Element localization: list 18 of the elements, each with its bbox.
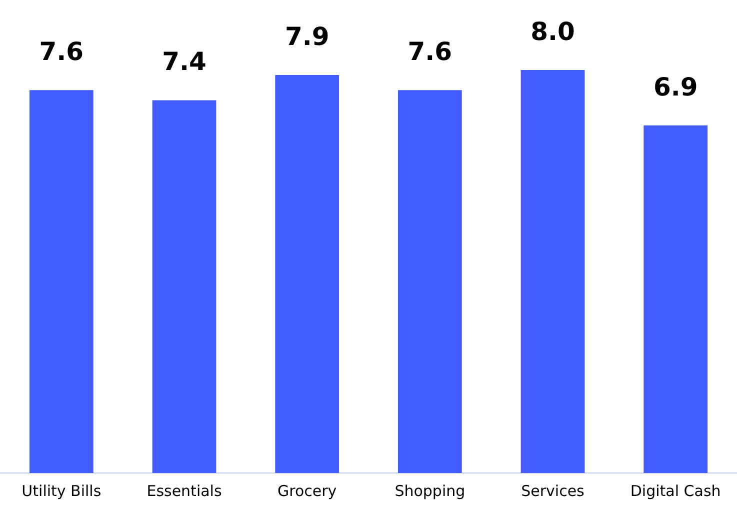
data-label: 7.4 — [162, 47, 206, 76]
bar — [644, 125, 708, 473]
bar — [275, 75, 340, 473]
x-tick-label: Services — [521, 482, 585, 500]
data-label: 7.6 — [39, 37, 84, 66]
data-label: 7.9 — [284, 22, 330, 52]
x-tick-label: Digital Cash — [630, 482, 721, 500]
data-label: 7.6 — [408, 37, 452, 66]
bar — [152, 100, 216, 473]
bar — [29, 90, 94, 473]
x-tick-label: Shopping — [394, 482, 466, 500]
data-label: 6.9 — [653, 72, 698, 102]
x-tick-label: Utility Bills — [22, 482, 102, 500]
bar — [398, 90, 462, 473]
x-tick-label: Grocery — [277, 482, 337, 500]
data-label: 8.0 — [530, 17, 575, 46]
bar — [520, 70, 585, 473]
x-tick-label: Essentials — [146, 482, 222, 500]
